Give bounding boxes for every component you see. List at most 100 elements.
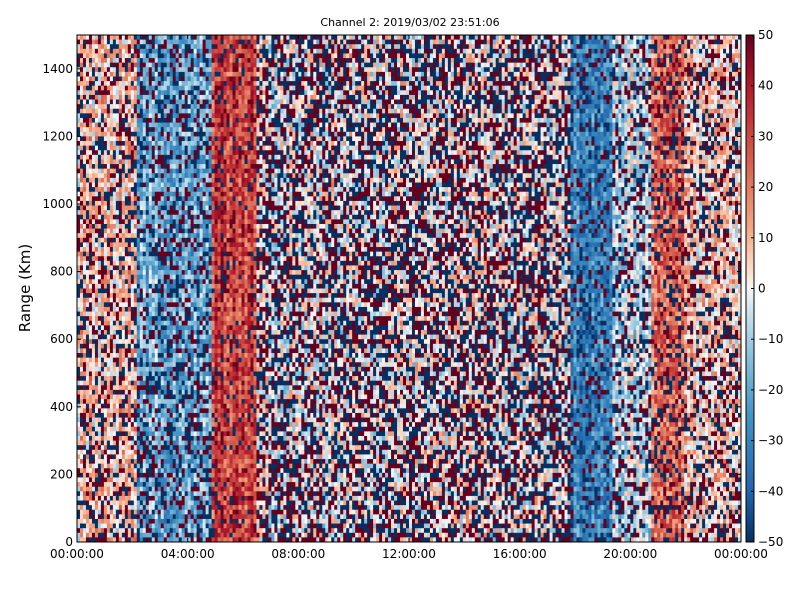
heatmap-cell (77, 238, 80, 243)
heatmap-cell (110, 284, 113, 289)
heatmap-cell (137, 229, 140, 234)
heatmap-cell (191, 256, 194, 261)
heatmap-cell (185, 321, 188, 326)
heatmap-cell (206, 418, 209, 423)
heatmap-cell (131, 519, 134, 524)
heatmap-cell (128, 496, 131, 501)
heatmap-cell (143, 44, 146, 49)
heatmap-cell (137, 247, 140, 252)
heatmap-cell (161, 307, 164, 312)
heatmap-cell (113, 390, 116, 395)
heatmap-cell (128, 325, 131, 330)
heatmap-cell (125, 127, 128, 132)
heatmap-cell (176, 53, 179, 58)
heatmap-cell (188, 229, 191, 234)
heatmap-cell (131, 173, 134, 178)
heatmap-cell (98, 150, 101, 155)
heatmap-cell (206, 141, 209, 146)
heatmap-cell (110, 72, 113, 77)
heatmap-cell (146, 371, 149, 376)
heatmap-cell (137, 141, 140, 146)
heatmap-cell (98, 335, 101, 340)
heatmap-cell (152, 150, 155, 155)
heatmap-cell (200, 136, 203, 141)
heatmap-cell (209, 362, 212, 367)
heatmap-cell (104, 358, 107, 363)
heatmap-cell (182, 86, 185, 91)
heatmap-cell (122, 81, 125, 86)
heatmap-cell (212, 219, 215, 224)
heatmap-cell (167, 312, 170, 317)
heatmap-cell (125, 261, 128, 266)
heatmap-cell (80, 293, 83, 298)
heatmap-cell (134, 399, 137, 404)
heatmap-cell (173, 524, 176, 529)
heatmap-cell (125, 210, 128, 215)
heatmap-cell (185, 459, 188, 464)
heatmap-cell (113, 459, 116, 464)
heatmap-cell (194, 219, 197, 224)
heatmap-cell (143, 123, 146, 128)
heatmap-cell (110, 390, 113, 395)
heatmap-cell (197, 252, 200, 257)
heatmap-cell (209, 58, 212, 63)
heatmap-cell (119, 275, 122, 280)
heatmap-cell (152, 81, 155, 86)
heatmap-cell (98, 256, 101, 261)
heatmap-cell (77, 210, 80, 215)
heatmap-cell (80, 224, 83, 229)
heatmap-cell (146, 109, 149, 114)
heatmap-cell (128, 164, 131, 169)
heatmap-cell (194, 289, 197, 294)
heatmap-cell (128, 63, 131, 68)
heatmap-cell (137, 219, 140, 224)
heatmap-cell (131, 146, 134, 151)
heatmap-cell (191, 159, 194, 164)
heatmap-cell (182, 464, 185, 469)
heatmap-cell (77, 348, 80, 353)
heatmap-cell (92, 196, 95, 201)
heatmap-cell (200, 155, 203, 160)
heatmap-cell (104, 427, 107, 432)
heatmap-cell (128, 371, 131, 376)
heatmap-cell (185, 418, 188, 423)
heatmap-cell (179, 40, 182, 45)
heatmap-cell (86, 413, 89, 418)
heatmap-cell (143, 482, 146, 487)
heatmap-cell (191, 53, 194, 58)
heatmap-cell (92, 302, 95, 307)
heatmap-cell (167, 63, 170, 68)
heatmap-cell (128, 201, 131, 206)
heatmap-cell (206, 404, 209, 409)
heatmap-cell (170, 35, 173, 40)
heatmap-cell (92, 358, 95, 363)
heatmap-cell (209, 229, 212, 234)
heatmap-cell (149, 487, 152, 492)
heatmap-cell (179, 459, 182, 464)
heatmap-cell (77, 215, 80, 220)
heatmap-cell (191, 316, 194, 321)
heatmap-cell (176, 473, 179, 478)
heatmap-cell (182, 118, 185, 123)
heatmap-cell (131, 436, 134, 441)
heatmap-cell (194, 505, 197, 510)
heatmap-cell (188, 501, 191, 506)
heatmap-cell (164, 362, 167, 367)
heatmap-cell (158, 63, 161, 68)
heatmap-cell (122, 275, 125, 280)
heatmap-cell (170, 514, 173, 519)
heatmap-cell (155, 132, 158, 137)
heatmap-cell (110, 312, 113, 317)
heatmap-cell (137, 381, 140, 386)
heatmap-cell (200, 422, 203, 427)
heatmap-cell (170, 316, 173, 321)
heatmap-cell (152, 302, 155, 307)
heatmap-cell (116, 169, 119, 174)
heatmap-cell (206, 473, 209, 478)
heatmap-cell (116, 141, 119, 146)
heatmap-cell (143, 436, 146, 441)
heatmap-cell (188, 201, 191, 206)
heatmap-cell (104, 450, 107, 455)
heatmap-cell (146, 104, 149, 109)
heatmap-cell (101, 505, 104, 510)
